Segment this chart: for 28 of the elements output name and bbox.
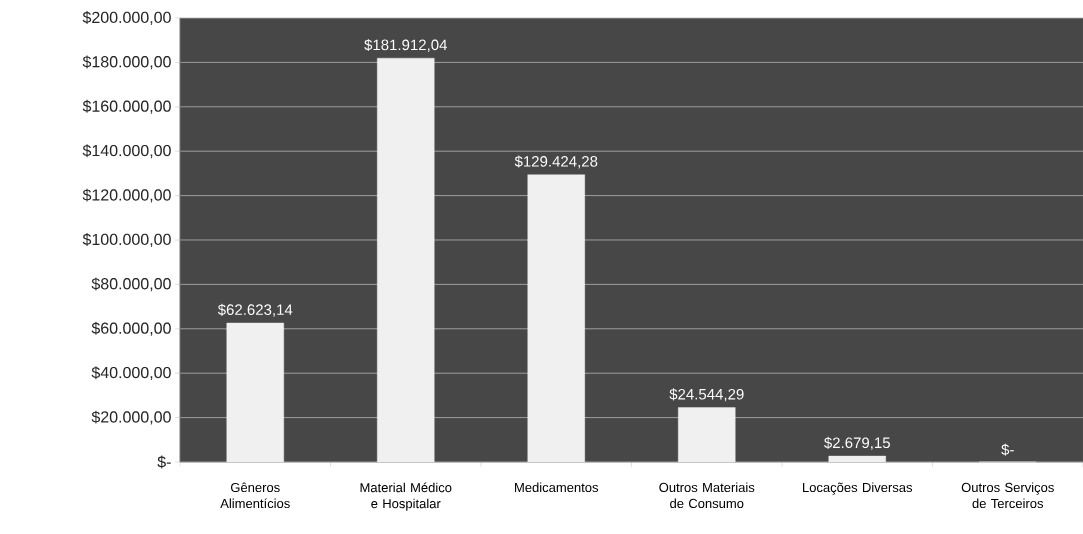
y-tick-label: $40.000,00 <box>91 366 171 381</box>
bar <box>527 174 585 463</box>
y-tick-label: $100.000,00 <box>82 233 171 247</box>
bar <box>226 322 284 463</box>
y-tick-label: $120.000,00 <box>82 188 171 203</box>
y-tick-label: $180.000,00 <box>82 55 171 70</box>
data-label: $62.623,14 <box>217 303 293 317</box>
y-tick-label: $160.000,00 <box>82 99 171 114</box>
data-label: $129.424,28 <box>514 155 598 169</box>
y-tick-label: $80.000,00 <box>91 277 171 292</box>
x-tick-label: Material Médico e Hospitalar <box>360 482 452 511</box>
y-tick-label: $20.000,00 <box>91 410 171 425</box>
bar <box>828 455 886 463</box>
data-label: $181.912,04 <box>364 38 448 52</box>
x-tick-label: Outros Serviços de Terceiros <box>961 482 1054 509</box>
y-tick-label: $60.000,00 <box>91 321 171 336</box>
y-tick-label: $200.000,00 <box>82 11 171 25</box>
x-tick-label: Locações Diversas <box>803 482 913 495</box>
x-tick-label: Medicamentos <box>515 482 599 493</box>
data-label: $- <box>1001 443 1014 456</box>
data-label: $2.679,15 <box>824 436 890 450</box>
data-label: $24.544,29 <box>669 388 744 402</box>
bar <box>678 407 736 463</box>
x-tick-label: Gêneros Alimentícios <box>220 482 290 509</box>
y-tick-label: $140.000,00 <box>82 144 171 159</box>
y-tick-label: $- <box>157 455 171 469</box>
x-tick-label: Outros Materiais de Consumo <box>659 482 755 509</box>
bar <box>377 57 435 463</box>
